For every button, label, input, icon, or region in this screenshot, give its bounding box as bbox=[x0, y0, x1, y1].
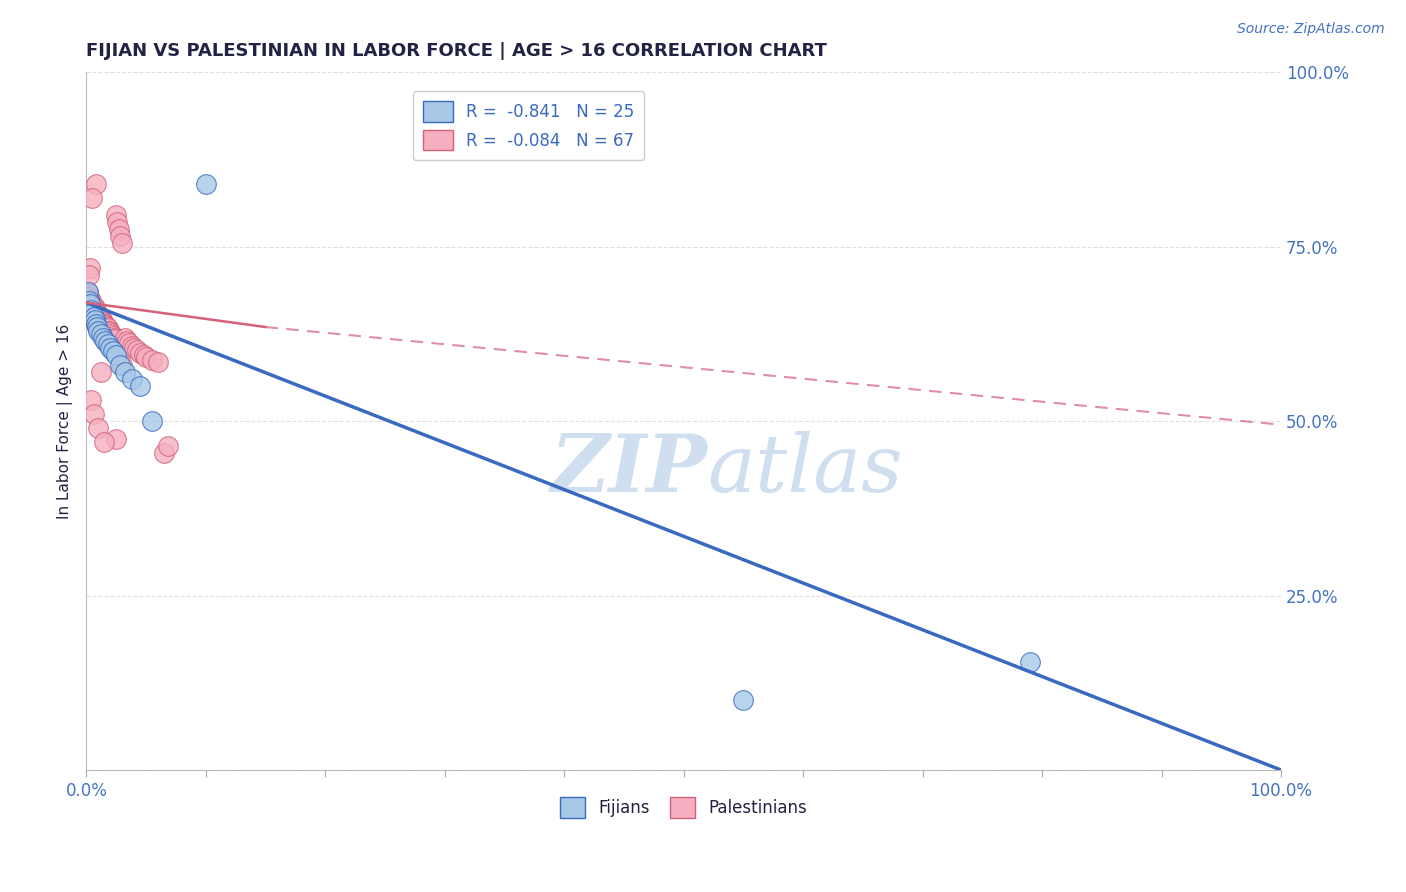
Point bbox=[98, 324, 121, 338]
Point bbox=[118, 336, 141, 351]
Point bbox=[122, 341, 145, 355]
Point bbox=[105, 432, 128, 446]
Point bbox=[77, 290, 100, 304]
Point bbox=[86, 320, 108, 334]
Point bbox=[87, 324, 110, 338]
Point bbox=[83, 407, 105, 421]
Point bbox=[97, 321, 120, 335]
Point bbox=[86, 313, 108, 327]
Point bbox=[87, 421, 110, 435]
Point bbox=[97, 337, 120, 351]
Point bbox=[90, 365, 112, 379]
Point bbox=[105, 209, 128, 223]
Point bbox=[83, 308, 105, 322]
Point bbox=[1019, 655, 1042, 669]
Point bbox=[79, 306, 101, 320]
Point bbox=[93, 317, 115, 331]
Point bbox=[115, 334, 138, 348]
Point bbox=[90, 313, 112, 327]
Point bbox=[101, 329, 124, 343]
Point bbox=[76, 288, 98, 302]
Point bbox=[77, 297, 100, 311]
Point bbox=[84, 317, 107, 331]
Point bbox=[733, 693, 755, 707]
Point bbox=[107, 222, 129, 236]
Text: atlas: atlas bbox=[707, 432, 903, 508]
Text: Source: ZipAtlas.com: Source: ZipAtlas.com bbox=[1237, 22, 1385, 37]
Point bbox=[91, 315, 114, 329]
Point bbox=[82, 191, 104, 205]
Point bbox=[77, 294, 100, 309]
Point bbox=[83, 306, 105, 320]
Point bbox=[94, 318, 117, 332]
Point bbox=[76, 285, 98, 300]
Point bbox=[101, 344, 124, 359]
Point bbox=[103, 330, 125, 344]
Point bbox=[84, 304, 107, 318]
Point bbox=[96, 320, 118, 334]
Point bbox=[77, 302, 100, 317]
Point bbox=[79, 297, 101, 311]
Point bbox=[111, 236, 134, 251]
Point bbox=[114, 330, 136, 344]
Point bbox=[87, 308, 110, 322]
Point bbox=[90, 310, 112, 325]
Point bbox=[121, 339, 143, 353]
Point bbox=[107, 215, 129, 229]
Text: ZIP: ZIP bbox=[551, 432, 707, 508]
Point bbox=[82, 297, 104, 311]
Point bbox=[79, 299, 101, 313]
Point bbox=[79, 292, 101, 306]
Point bbox=[79, 260, 101, 275]
Point bbox=[132, 348, 155, 362]
Point bbox=[80, 294, 103, 309]
Point bbox=[129, 379, 152, 393]
Point bbox=[146, 355, 169, 369]
Point bbox=[153, 445, 176, 459]
Point bbox=[82, 310, 104, 324]
Point bbox=[121, 372, 143, 386]
Point bbox=[83, 301, 105, 316]
Point bbox=[83, 310, 105, 324]
Y-axis label: In Labor Force | Age > 16: In Labor Force | Age > 16 bbox=[58, 324, 73, 519]
Point bbox=[90, 326, 112, 341]
Point bbox=[83, 299, 105, 313]
Point bbox=[108, 359, 131, 373]
Point bbox=[86, 306, 108, 320]
Point bbox=[77, 268, 100, 282]
Point bbox=[82, 306, 104, 320]
Point bbox=[93, 435, 115, 450]
Point bbox=[80, 304, 103, 318]
Point bbox=[100, 326, 122, 341]
Point bbox=[104, 332, 127, 346]
Point bbox=[84, 177, 107, 191]
Point bbox=[76, 295, 98, 310]
Point bbox=[82, 302, 104, 317]
Point bbox=[76, 285, 98, 300]
Point bbox=[141, 414, 163, 428]
Point bbox=[84, 310, 107, 325]
Point bbox=[91, 330, 114, 344]
Legend: Fijians, Palestinians: Fijians, Palestinians bbox=[554, 791, 814, 824]
Text: FIJIAN VS PALESTINIAN IN LABOR FORCE | AGE > 16 CORRELATION CHART: FIJIAN VS PALESTINIAN IN LABOR FORCE | A… bbox=[86, 42, 827, 60]
Point bbox=[156, 439, 179, 453]
Point bbox=[141, 352, 163, 367]
Point bbox=[89, 310, 111, 324]
Point bbox=[83, 313, 105, 327]
Point bbox=[129, 346, 152, 360]
Point bbox=[87, 315, 110, 329]
Point bbox=[108, 229, 131, 244]
Point bbox=[135, 350, 157, 364]
Point bbox=[80, 302, 103, 317]
Point bbox=[94, 334, 117, 348]
Point bbox=[125, 343, 148, 357]
Point bbox=[80, 393, 103, 408]
Point bbox=[105, 348, 128, 362]
Point bbox=[98, 325, 121, 339]
Point bbox=[98, 341, 121, 355]
Point bbox=[111, 359, 134, 373]
Point bbox=[194, 177, 217, 191]
Point bbox=[114, 365, 136, 379]
